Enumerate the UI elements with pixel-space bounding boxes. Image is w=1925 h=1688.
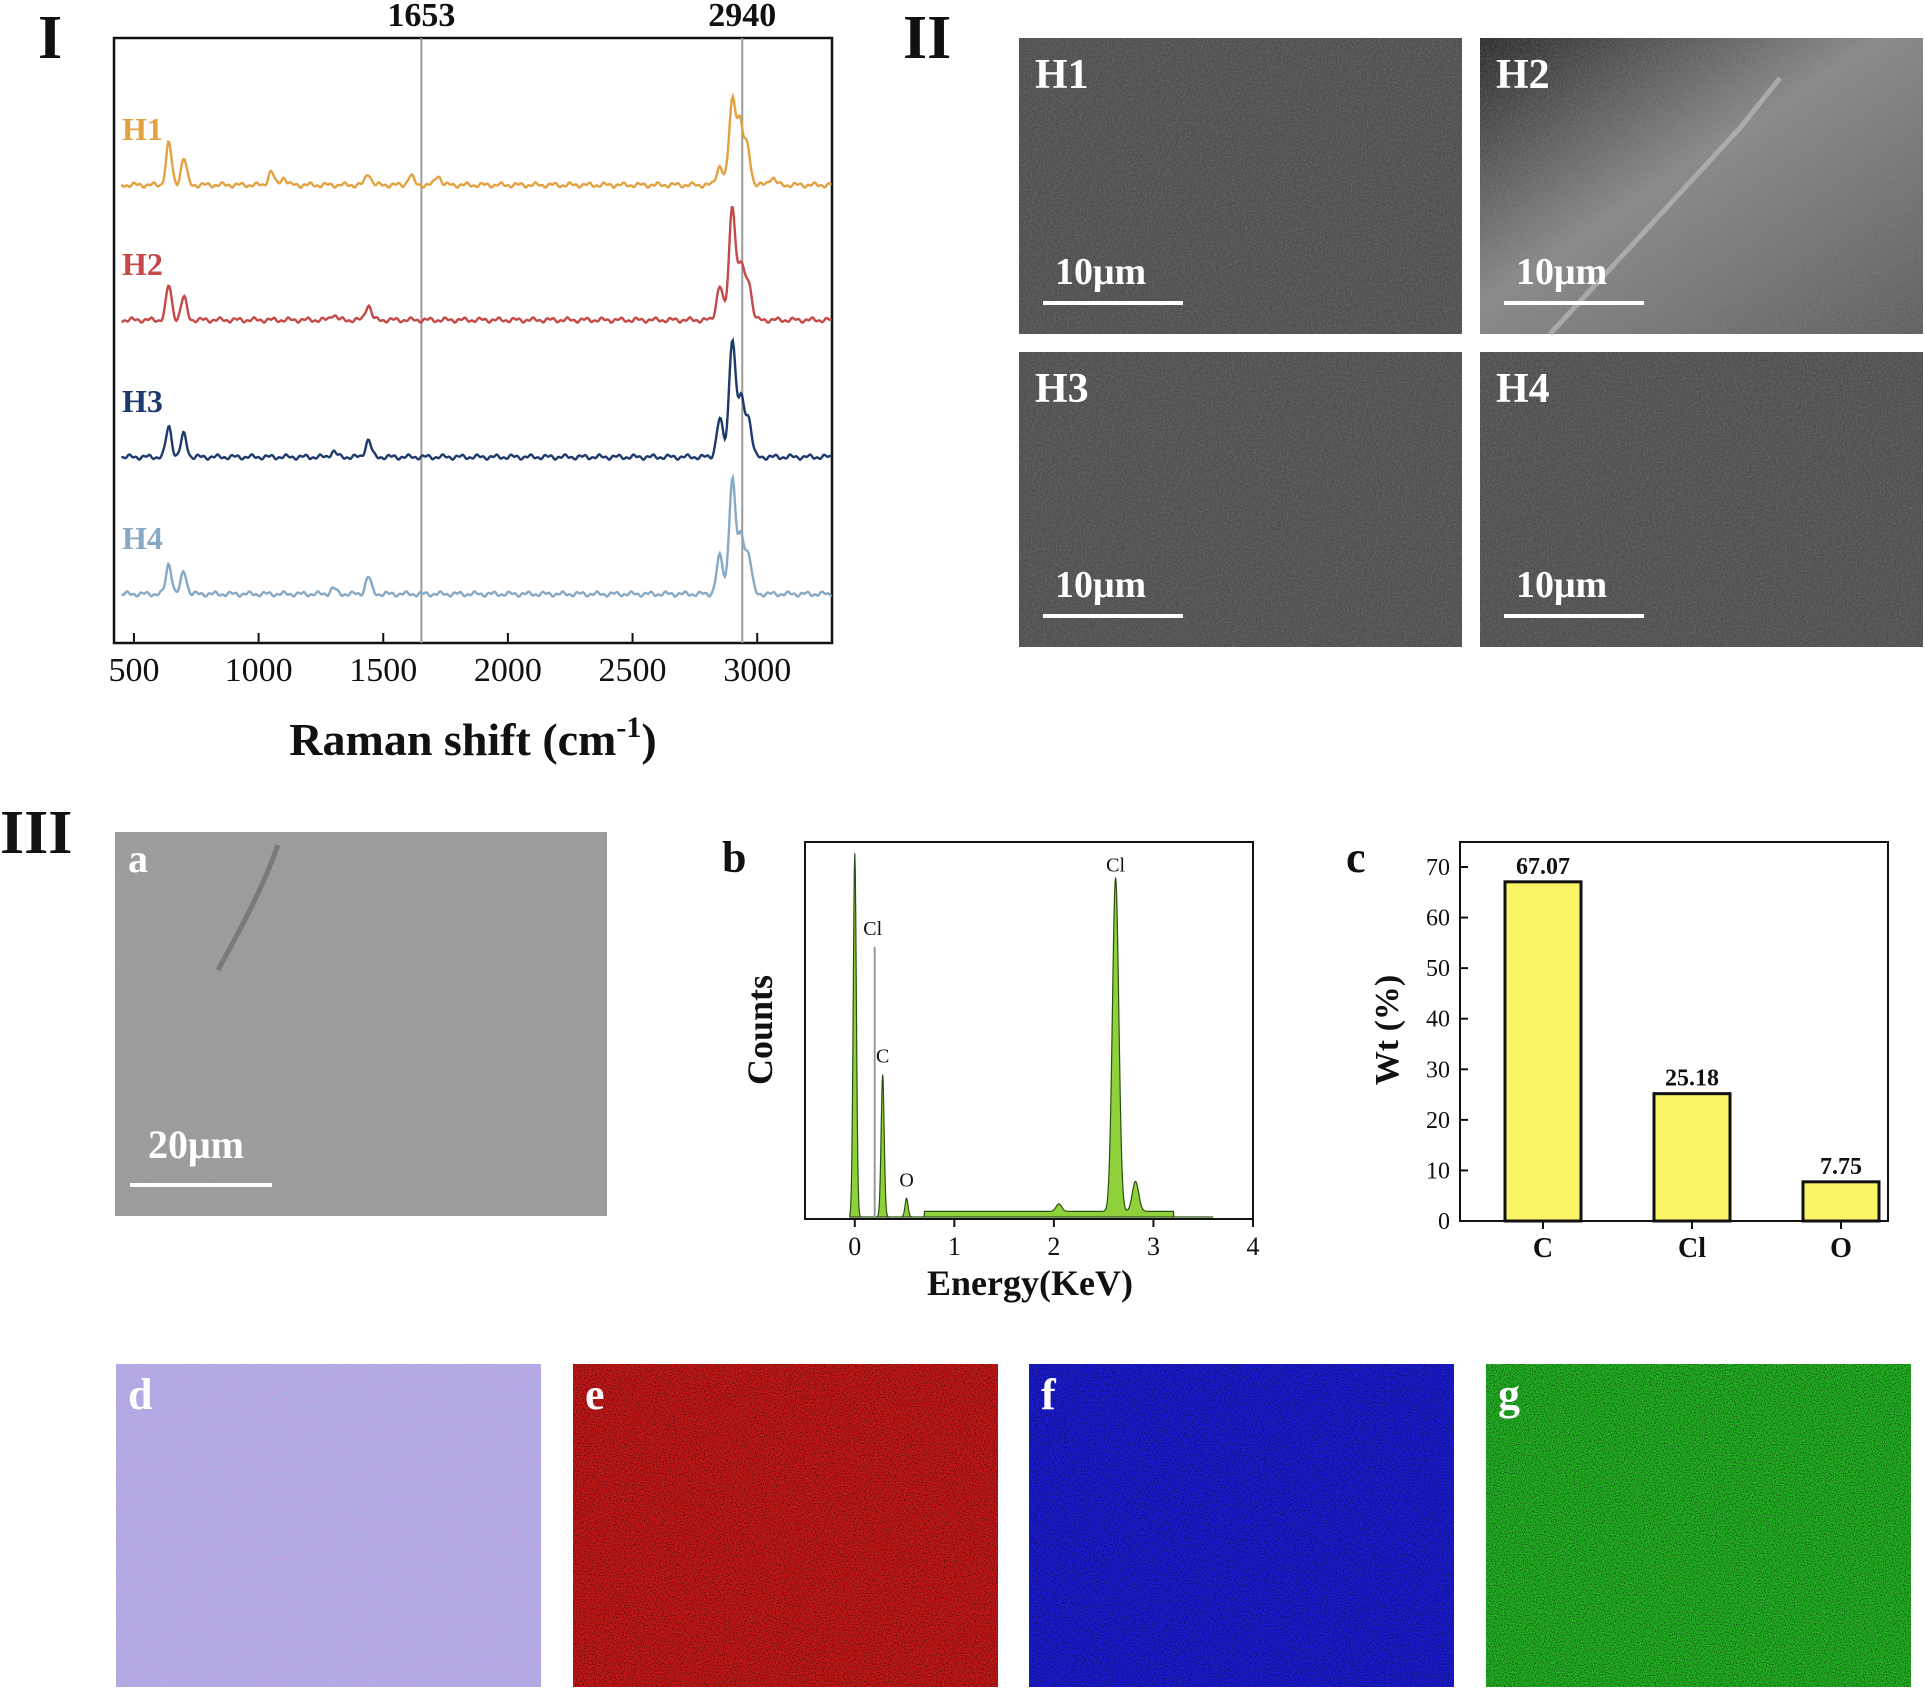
eds-x-tick-label-0: 0 bbox=[848, 1232, 861, 1261]
sem-label-H4: H4 bbox=[1496, 366, 1550, 412]
element-map-f: f bbox=[1029, 1364, 1454, 1687]
element-map-g-texture bbox=[1486, 1364, 1911, 1687]
wt-y-tick-label-50: 50 bbox=[1426, 956, 1450, 982]
raman-series-line-H3 bbox=[120, 336, 833, 461]
scale-bar-H4 bbox=[1504, 614, 1644, 618]
wt-y-tick-label-10: 10 bbox=[1426, 1158, 1450, 1184]
wt-y-tick-label-30: 30 bbox=[1426, 1057, 1450, 1083]
wt-bar-chart: c 0 10 20 30 40 50 60 70 67.07 C 25.18 Cl 7.75 O Wt … bbox=[1346, 833, 1889, 1264]
raman-x-tick-label-2500: 2500 bbox=[599, 652, 667, 689]
element-map-d: d bbox=[116, 1364, 541, 1687]
eds-peak-label-4: Cl bbox=[1106, 854, 1125, 876]
eds-plot-frame bbox=[804, 841, 1254, 1220]
sem-label-H3: H3 bbox=[1035, 366, 1089, 412]
wt-y-tick-label-0: 0 bbox=[1438, 1209, 1450, 1235]
sem-image-H3: H3 10μm bbox=[1019, 352, 1462, 647]
sem-image-H4: H4 10μm bbox=[1480, 352, 1923, 647]
scale-bar-a-text: 20μm bbox=[148, 1122, 244, 1167]
element-map-label-f: f bbox=[1041, 1370, 1057, 1419]
panel-label-I: I bbox=[38, 4, 62, 72]
scale-bar-H3 bbox=[1043, 614, 1183, 618]
eds-x-axis-label: Energy(KeV) bbox=[927, 1263, 1133, 1303]
raman-series-line-H2 bbox=[121, 205, 833, 324]
raman-x-axis-label: Raman shift (cm-1) bbox=[289, 711, 656, 765]
wt-y-tick-label-60: 60 bbox=[1426, 906, 1450, 932]
sem-image-a-scratch bbox=[215, 844, 281, 972]
legend-label-H4: H4 bbox=[122, 520, 163, 556]
eds-peak-label-1: Cl bbox=[863, 918, 882, 940]
wt-y-tick-label-70: 70 bbox=[1426, 855, 1450, 881]
eds-x-tick-label-4: 4 bbox=[1247, 1232, 1260, 1261]
scale-bar-H2 bbox=[1504, 301, 1644, 305]
sem-image-H2-texture bbox=[1480, 38, 1923, 334]
scale-bar-H1 bbox=[1043, 301, 1183, 305]
panel-b-label: b bbox=[722, 833, 746, 882]
element-map-label-g: g bbox=[1498, 1370, 1520, 1419]
raman-series-line-H4 bbox=[120, 473, 833, 598]
element-maps: d e f g bbox=[116, 1364, 1911, 1687]
legend-label-H2: H2 bbox=[122, 246, 163, 282]
legend-label-H3: H3 bbox=[122, 383, 163, 419]
element-map-f-texture bbox=[1029, 1364, 1454, 1687]
wt-x-tick-label-C: C bbox=[1533, 1233, 1553, 1264]
panel-c-label: c bbox=[1346, 833, 1366, 882]
raman-x-tick-label-1000: 1000 bbox=[225, 652, 293, 689]
wt-bar-value-C: 67.07 bbox=[1516, 854, 1570, 880]
raman-x-tick-label-3000: 3000 bbox=[723, 652, 791, 689]
eds-x-tick-label-2: 2 bbox=[1047, 1232, 1060, 1261]
scale-bar-text-H2: 10μm bbox=[1516, 251, 1607, 293]
element-map-g: g bbox=[1486, 1364, 1911, 1687]
raman-x-tick-label-500: 500 bbox=[108, 652, 159, 689]
eds-y-axis-label: Counts bbox=[740, 975, 780, 1085]
wt-bar-O bbox=[1801, 1180, 1881, 1223]
element-map-d-texture bbox=[116, 1364, 541, 1687]
sem-image-H1-texture bbox=[1019, 38, 1462, 334]
panel-label-III: III bbox=[0, 799, 72, 867]
sem-image-a: a 20μm bbox=[115, 832, 607, 1216]
sem-label-H1: H1 bbox=[1035, 52, 1089, 98]
sem-image-H4-texture bbox=[1480, 352, 1923, 647]
sem-grid: H1 10μm H2 10μm H3 10μm H4 10μm bbox=[1019, 38, 1923, 647]
eds-spectrum-area bbox=[849, 853, 1214, 1218]
raman-series-line-H1 bbox=[120, 92, 832, 189]
scale-bar-text-H3: 10μm bbox=[1055, 564, 1146, 606]
sem-label-H2: H2 bbox=[1496, 52, 1550, 98]
panel-label-II: II bbox=[903, 4, 951, 72]
raman-plot-frame bbox=[112, 36, 834, 645]
eds-chart: b Cl C O Cl 0 1 2 3 4 Energy(KeV) Counts bbox=[722, 833, 1260, 1303]
eds-x-tick-label-3: 3 bbox=[1147, 1232, 1160, 1261]
sem-image-H1: H1 10μm bbox=[1019, 38, 1462, 334]
element-map-label-d: d bbox=[128, 1370, 152, 1419]
element-map-e-texture bbox=[573, 1364, 998, 1687]
sem-image-H2: H2 10μm bbox=[1480, 38, 1923, 336]
element-map-e: e bbox=[573, 1364, 998, 1687]
wt-bar-value-Cl: 25.18 bbox=[1665, 1066, 1719, 1092]
raman-chart: 1653 2940 H1 H2 H3 H4 500 1000 1500 2000 2500 300… bbox=[108, 0, 834, 765]
wt-x-tick-label-O: O bbox=[1830, 1233, 1852, 1264]
wt-x-tick-label-Cl: Cl bbox=[1678, 1233, 1706, 1264]
raman-x-tick-label-2000: 2000 bbox=[474, 652, 542, 689]
scale-bar-a bbox=[130, 1183, 272, 1187]
eds-x-tick-label-1: 1 bbox=[948, 1232, 961, 1261]
wt-bar-value-O: 7.75 bbox=[1820, 1154, 1862, 1180]
wt-y-tick-label-40: 40 bbox=[1426, 1007, 1450, 1033]
legend-label-H1: H1 bbox=[122, 111, 163, 147]
sem-image-H3-texture bbox=[1019, 352, 1462, 647]
wt-y-axis-label: Wt (%) bbox=[1369, 975, 1406, 1085]
wt-bar-Cl bbox=[1652, 1092, 1732, 1223]
eds-peak-label-3: O bbox=[899, 1169, 913, 1191]
scale-bar-text-H1: 10μm bbox=[1055, 251, 1146, 293]
eds-peak-label-2: C bbox=[876, 1046, 889, 1068]
raman-x-tick-label-1500: 1500 bbox=[349, 652, 417, 689]
element-map-label-e: e bbox=[585, 1370, 605, 1419]
wt-bar-C bbox=[1503, 880, 1583, 1223]
sem-image-a-texture bbox=[115, 832, 607, 1216]
reference-line-label-1653: 1653 bbox=[387, 0, 455, 34]
wt-y-tick-label-20: 20 bbox=[1426, 1108, 1450, 1134]
panel-a-label: a bbox=[128, 836, 148, 881]
sem-image-H2-ridge bbox=[1548, 76, 1782, 336]
reference-line-label-2940: 2940 bbox=[708, 0, 776, 34]
scale-bar-text-H4: 10μm bbox=[1516, 564, 1607, 606]
